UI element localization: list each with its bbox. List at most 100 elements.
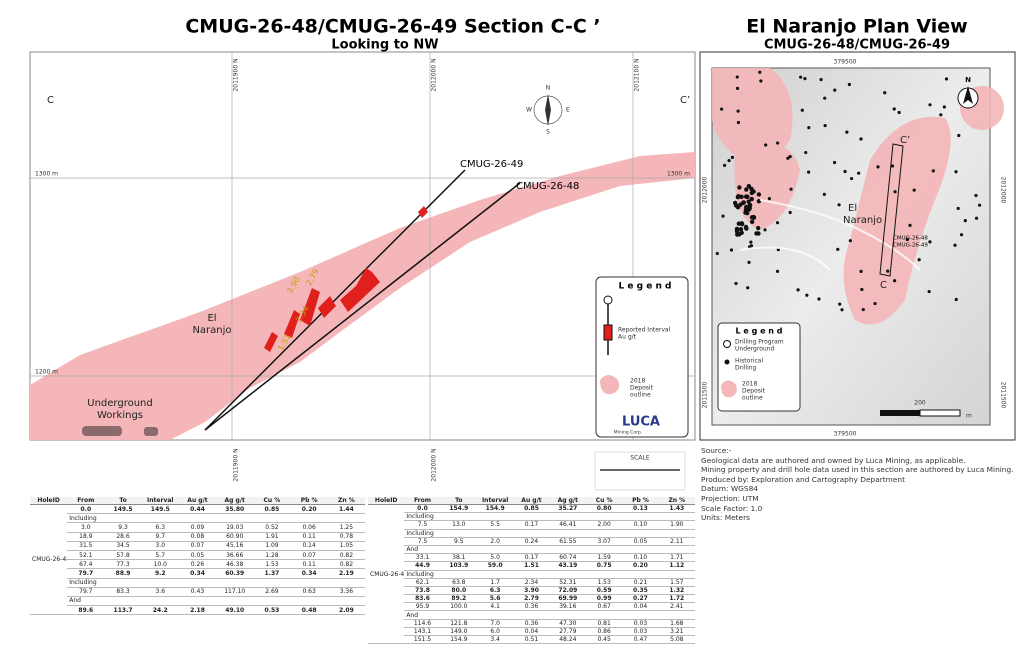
- section-legend: [595, 276, 689, 438]
- drill-collar: [775, 269, 780, 273]
- cell: 34.5: [104, 541, 142, 551]
- legend-label: 2018: [630, 378, 645, 385]
- northing: 2011500: [1000, 382, 1007, 409]
- drill-collar: [746, 199, 751, 204]
- cell: 1.59: [585, 553, 623, 563]
- drill-collar: [747, 206, 752, 211]
- cell: 0.34: [290, 568, 328, 579]
- cell: 0.67: [585, 602, 623, 612]
- drill-collar: [823, 123, 827, 128]
- table-row: 31.5 34.5 3.0 0.07 45.16 1.09 0.14 1.05: [30, 541, 365, 551]
- cell: 24.2: [141, 605, 179, 616]
- cell: 149.5: [104, 504, 142, 515]
- drill-collar: [847, 82, 851, 87]
- cell: 38.1: [440, 553, 477, 563]
- source-line: Mining property and drill hole data used…: [701, 465, 1014, 475]
- drill-collar: [749, 219, 755, 225]
- header-row: HoleID From To Interval Au g/t Ag g/t Cu % Pb %…: [30, 497, 365, 505]
- cell: 0.36: [513, 602, 550, 612]
- drill-collar: [739, 194, 744, 200]
- cell: 62.1: [404, 578, 441, 587]
- cell: 3.07: [585, 537, 623, 546]
- table-row: CMUG-26-48 0.0 149.5 149.5 0.44 35.80 0.85 0.20…: [30, 504, 365, 616]
- compass-label: E: [566, 107, 570, 114]
- table-row: 79.7 88.9 9.2 0.34 60.39 1.37 0.34 2.19: [30, 568, 365, 579]
- cell: 0.34: [178, 568, 217, 579]
- drill-collar: [734, 281, 738, 286]
- deposit-label: El: [207, 313, 216, 324]
- table-row: 44.9 103.9 59.0 1.51 43.19 0.75 0.20 1.12: [368, 561, 695, 571]
- cell: 52.31: [549, 578, 586, 587]
- drill-collar: [807, 170, 811, 174]
- drill-collar: [738, 202, 743, 207]
- northing: 2012000: [1000, 177, 1007, 204]
- cell: 0.43: [178, 587, 217, 597]
- cell: 114.6: [404, 619, 441, 628]
- cell: 57.8: [104, 550, 142, 561]
- section-end: C’: [680, 95, 690, 106]
- northing-label: 2012000 N: [431, 58, 438, 91]
- cell: 0.21: [622, 578, 659, 587]
- cell: 154.9: [440, 504, 477, 514]
- cell: 6.3: [141, 522, 179, 533]
- source-line: Units: Meters: [701, 513, 750, 523]
- cell: 0.14: [290, 541, 328, 551]
- table-row: 83.6 89.2 5.6 2.79 69.99 0.99 0.27 1.72: [368, 594, 695, 604]
- header-cell: Cu %: [253, 497, 291, 505]
- source-line: Source:-: [701, 446, 732, 455]
- cell: 0.36: [513, 619, 550, 628]
- header-cell: Interval: [141, 497, 179, 505]
- drill-collar: [746, 184, 752, 189]
- drill-collar: [786, 156, 790, 160]
- legend-label: Historical: [735, 358, 763, 365]
- drill-collar: [819, 78, 823, 82]
- cell: 1.44: [327, 504, 365, 515]
- header-cell: To: [104, 497, 142, 505]
- source-line: Projection: UTM: [701, 493, 759, 503]
- cell: 0.82: [327, 559, 365, 570]
- drill-collar: [737, 185, 742, 190]
- cell: 60.90: [216, 532, 254, 542]
- cell: 3.21: [658, 627, 695, 637]
- logo-sub: Mining Corp.: [614, 430, 642, 436]
- note-cell: Including: [404, 570, 695, 579]
- easting: 379500: [834, 431, 857, 438]
- section-end: C: [47, 95, 54, 106]
- drill-collar: [751, 214, 756, 220]
- drill-collar: [758, 70, 762, 74]
- drill-collar: [727, 158, 731, 163]
- drill-collar: [788, 210, 792, 215]
- note-cell: Including: [404, 529, 695, 538]
- cell: 3.6: [141, 587, 179, 597]
- cell: 103.9: [440, 561, 477, 571]
- cell: 31.5: [67, 541, 105, 551]
- drill-collar: [767, 197, 772, 201]
- drill-collar: [764, 143, 768, 147]
- drill-collar: [720, 107, 724, 111]
- table-row: Including: [30, 578, 365, 588]
- drill-collar: [749, 196, 754, 202]
- cell: 72.09: [549, 586, 586, 596]
- drill-collar: [823, 96, 827, 100]
- cell: 0.07: [178, 541, 217, 551]
- cell: 2.0: [476, 537, 514, 546]
- drill-collar: [804, 150, 808, 155]
- cell: 0.20: [622, 561, 659, 571]
- cell: 0.03: [622, 627, 659, 637]
- cell: 44.9: [404, 561, 441, 571]
- legend-label: Reported Interval: [618, 327, 671, 334]
- deposit-label: Naranjo: [192, 325, 231, 336]
- cell: 0.17: [513, 520, 550, 530]
- cell: 9.3: [104, 522, 142, 533]
- note-cell: And: [404, 610, 695, 620]
- drill-collar: [738, 227, 744, 232]
- elevation-label: 1300 m: [35, 171, 58, 178]
- cell: 0.11: [290, 532, 328, 542]
- drill-collar: [928, 103, 932, 107]
- cell: 46.41: [549, 520, 586, 530]
- cell: 49.10: [216, 605, 254, 616]
- drill-collar: [755, 225, 761, 231]
- table-row: 3.0 9.3 6.3 0.09 19.03 0.52 0.06 1.25: [30, 522, 365, 533]
- drill-collar: [715, 251, 719, 256]
